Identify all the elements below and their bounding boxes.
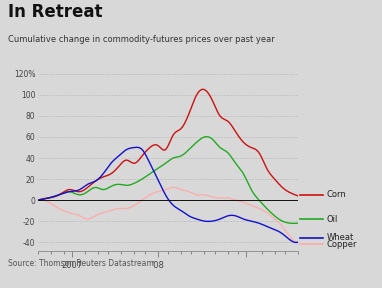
Text: Cumulative change in commodity-futures prices over past year: Cumulative change in commodity-futures p… — [8, 35, 274, 43]
Text: Copper: Copper — [327, 240, 357, 249]
Text: Wheat: Wheat — [327, 234, 354, 242]
Text: Oil: Oil — [327, 215, 338, 223]
Text: In Retreat: In Retreat — [8, 3, 102, 21]
Text: Source: Thomson Reuters Datastream: Source: Thomson Reuters Datastream — [8, 259, 154, 268]
Text: Corn: Corn — [327, 190, 346, 199]
